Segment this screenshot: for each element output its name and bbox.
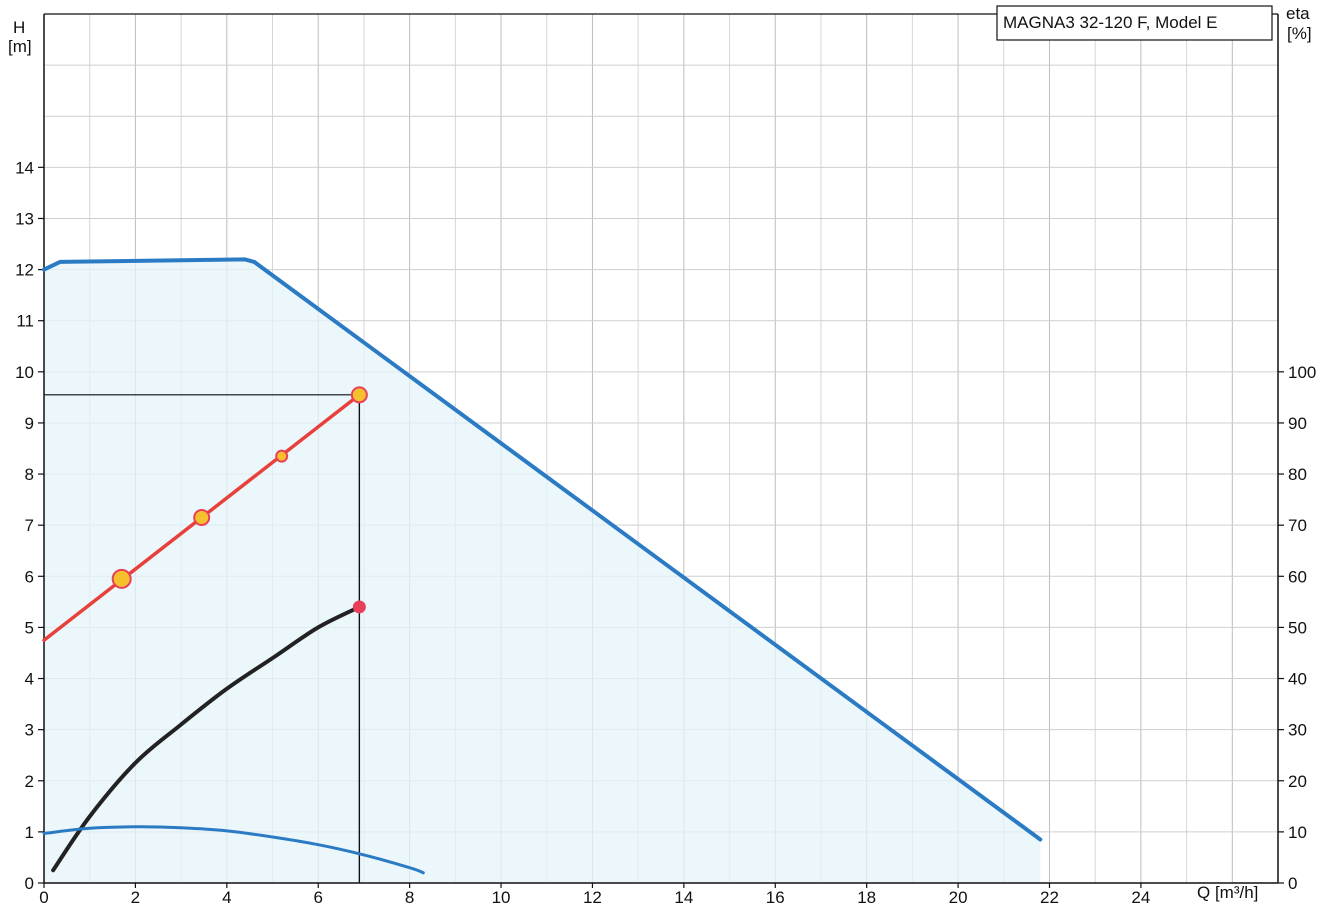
right-tick-label: 30 [1288, 721, 1307, 740]
left-tick-label: 2 [25, 772, 34, 791]
power-curve [42, 825, 425, 875]
left-tick-label: 6 [25, 567, 34, 586]
right-tick-label: 100 [1288, 363, 1316, 382]
x-tick-label: 14 [674, 888, 693, 907]
right-axis-title-1: eta [1286, 4, 1310, 23]
x-tick-label: 18 [857, 888, 876, 907]
left-tick-label: 14 [15, 158, 34, 177]
x-tick-label: 8 [405, 888, 414, 907]
left-axis-title-1: H [13, 18, 25, 37]
system-curve-marker [350, 386, 368, 404]
right-tick-label: 10 [1288, 823, 1307, 842]
x-tick-label: 6 [313, 888, 322, 907]
left-tick-label: 11 [16, 312, 34, 331]
left-tick-label: 9 [25, 414, 34, 433]
right-tick-label: 60 [1288, 567, 1307, 586]
left-tick-label: 7 [25, 516, 34, 535]
tick-labels: 0123456789101112131401020304050607080901… [15, 158, 1316, 907]
left-tick-label: 0 [25, 874, 34, 893]
right-tick-label: 0 [1288, 874, 1297, 893]
x-tick-label: 2 [131, 888, 140, 907]
right-tick-label: 50 [1288, 618, 1307, 637]
right-tick-label: 80 [1288, 465, 1307, 484]
right-tick-label: 20 [1288, 772, 1307, 791]
x-tick-label: 20 [949, 888, 968, 907]
left-tick-label: 1 [25, 823, 34, 842]
left-tick-label: 5 [25, 618, 34, 637]
right-axis-title-2: [%] [1287, 24, 1312, 43]
right-tick-label: 70 [1288, 516, 1307, 535]
left-tick-label: 10 [15, 363, 34, 382]
right-tick-label: 90 [1288, 414, 1307, 433]
x-tick-label: 16 [766, 888, 785, 907]
x-tick-label: 0 [39, 888, 48, 907]
markers [111, 386, 368, 614]
efficiency-curve [51, 605, 362, 873]
x-tick-label: 12 [583, 888, 602, 907]
x-tick-label: 24 [1131, 888, 1150, 907]
system-curve-marker [193, 509, 211, 527]
left-axis-title-2: [m] [8, 37, 32, 56]
series-lines [42, 257, 1043, 883]
system-curve-marker [111, 568, 132, 589]
right-tick-label: 40 [1288, 670, 1307, 689]
system-curve-marker [275, 449, 289, 463]
pump-operating-area [44, 259, 1041, 883]
left-tick-label: 8 [25, 465, 34, 484]
efficiency-point-marker [352, 600, 366, 614]
left-tick-label: 13 [15, 209, 34, 228]
model-label-box [996, 5, 1273, 41]
left-tick-label: 4 [25, 670, 34, 689]
left-tick-label: 3 [25, 721, 34, 740]
left-tick-label: 12 [15, 261, 34, 280]
x-tick-label: 22 [1040, 888, 1059, 907]
model-label: MAGNA3 32-120 F, Model E [1003, 13, 1217, 32]
x-tick-label: 4 [222, 888, 231, 907]
x-tick-label: 10 [492, 888, 511, 907]
qh-max-curve [42, 257, 1043, 842]
x-axis-title: Q [m³/h] [1197, 883, 1258, 902]
